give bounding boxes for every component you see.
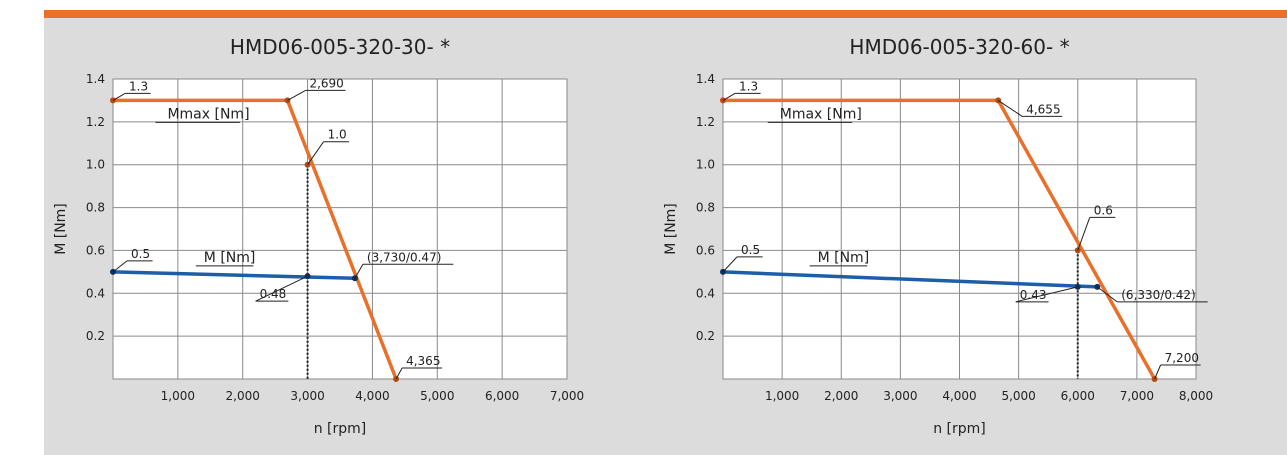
chart1-y-tick-label: 0.2	[86, 329, 105, 343]
chart2-ann-m-rated-leader	[1015, 286, 1078, 303]
chart2-x-tick-label: 7,000	[1120, 389, 1154, 403]
chart2-x-tick-label: 2,000	[824, 389, 858, 403]
chart1-ann-mmax-end-leader	[395, 367, 403, 380]
chart1-x-tick-label: 3,000	[290, 389, 324, 403]
chart1-m-line-label: M [Nm]	[204, 250, 256, 266]
chart1-ann-m-rated-leader	[255, 275, 308, 302]
chart1-x-tick-label: 5,000	[420, 389, 454, 403]
chart2-ann-mmax-rated-leader	[1077, 217, 1091, 251]
chart2-m-line	[722, 270, 1098, 289]
chart1-ann-mmax-corner: 2,690	[309, 76, 343, 90]
chart1-x-tick-label: 7,000	[550, 389, 584, 403]
chart1-x-axis-label: n [rpm]	[314, 421, 367, 437]
chart2-x-tick-label: 3,000	[883, 389, 917, 403]
chart1-y-axis-label: M [Nm]	[53, 203, 69, 255]
chart2-ann-m-end: (6,330/0.42)	[1121, 288, 1195, 302]
chart1-mmax-line-label: Mmax [Nm]	[167, 106, 249, 122]
chart2-x-tick-label: 6,000	[1061, 389, 1095, 403]
chart2-m-line-label: M [Nm]	[818, 250, 870, 266]
chart2-y-axis-label: M [Nm]	[663, 203, 679, 255]
chart1-x-tick-label: 6,000	[485, 389, 519, 403]
chart2-y-tick-label: 0.8	[696, 201, 715, 215]
chart1-ann-m-end-leader	[354, 264, 364, 279]
chart1-x-tick-label: 1,000	[161, 389, 195, 403]
chart2-x-tick-label: 8,000	[1179, 389, 1213, 403]
chart2-ann-m-end-leader	[1096, 286, 1118, 303]
chart1-y-tick-label: 1.0	[86, 158, 105, 172]
chart2-ann-mmax-corner: 4,655	[1026, 102, 1060, 116]
chart2-y-tick-label: 1.2	[696, 115, 715, 129]
chart2-ann-mmax-start-leader	[722, 92, 736, 101]
chart2-y-tick-label: 0.6	[696, 243, 715, 257]
chart1-y-tick-label: 1.2	[86, 115, 105, 129]
chart1-ann-m-rated: 0.48	[260, 287, 287, 301]
chart1-y-tick-label: 0.4	[86, 286, 105, 300]
chart1-x-tick-label: 4,000	[355, 389, 389, 403]
chart1-ann-mmax-rated-leader	[307, 141, 324, 165]
chart1-x-tick-label: 2,000	[226, 389, 260, 403]
chart1-ann-mmax-corner-leader	[287, 89, 306, 101]
chart2-ann-mmax-rated: 0.6	[1094, 203, 1113, 217]
chart2-x-tick-label: 4,000	[942, 389, 976, 403]
chart1-ann-mmax-start-leader	[112, 92, 126, 101]
chart2-ann-mmax-end: 7,200	[1165, 351, 1199, 365]
chart1-plot-area	[112, 78, 568, 380]
chart2-ann-mmax-corner-leader	[997, 100, 1023, 117]
chart2-mmax-line-label: Mmax [Nm]	[780, 106, 862, 122]
chart2-ann-mmax-start: 1.3	[739, 79, 758, 93]
chart1-title: HMD06-005-320-30- *	[230, 35, 450, 59]
chart2-title: HMD06-005-320-60- *	[849, 35, 1069, 59]
chart2-y-tick-label: 0.4	[696, 286, 715, 300]
chart1-ann-m-start: 0.5	[131, 247, 150, 261]
chart2-ann-m-start: 0.5	[741, 243, 760, 257]
chart2-x-tick-label: 5,000	[1001, 389, 1035, 403]
chart1-y-tick-label: 1.4	[86, 72, 105, 86]
chart1-ann-mmax-end: 4,365	[406, 354, 440, 368]
chart1-m-line	[112, 270, 355, 281]
chart1-ann-m-end: (3,730/0.47)	[367, 250, 441, 264]
chart1-ann-mmax-rated: 1.0	[328, 128, 347, 142]
chart2-ann-m-rated: 0.43	[1020, 288, 1047, 302]
chart2-x-tick-label: 1,000	[765, 389, 799, 403]
chart2-y-tick-label: 0.2	[696, 329, 715, 343]
chart1-ann-mmax-start: 1.3	[129, 79, 148, 93]
chart1-y-tick-label: 0.8	[86, 201, 105, 215]
chart1-y-tick-label: 0.6	[86, 243, 105, 257]
chart1-ann-m-start-leader	[112, 260, 128, 273]
chart2-x-axis-label: n [rpm]	[933, 421, 986, 437]
chart2-y-tick-label: 1.4	[696, 72, 715, 86]
chart2-ann-m-start-leader	[722, 256, 738, 273]
chart2-y-tick-label: 1.0	[696, 158, 715, 172]
chart2-ann-mmax-end-leader	[1154, 364, 1162, 380]
